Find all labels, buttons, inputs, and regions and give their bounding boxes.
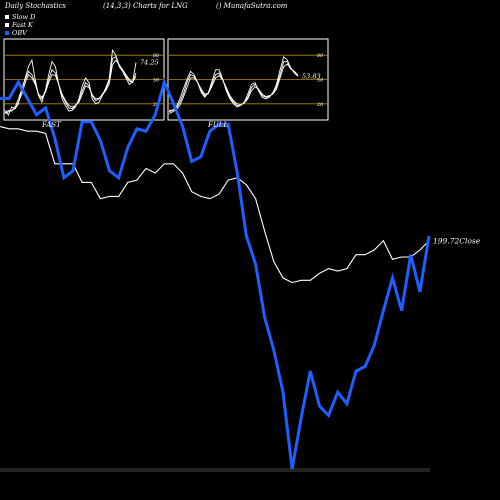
- fast-level-label-20: 20: [152, 102, 160, 108]
- full-level-label-50: 50: [317, 78, 324, 84]
- legend-item-slow-d: Slow D: [5, 13, 35, 21]
- fast-last-value-label: 74.25: [140, 58, 159, 66]
- legend-label-obv: OBV: [12, 29, 27, 37]
- full-stoch-line-2: [168, 63, 299, 114]
- legend-item-obv: OBV: [5, 29, 35, 37]
- chart-source: () MunafaSutra.com: [216, 2, 288, 10]
- close-price-line: [0, 125, 430, 284]
- legend-swatch-slow-d: [5, 15, 9, 19]
- obv-line: [0, 77, 431, 470]
- fast-stoch-line-1: [4, 56, 137, 114]
- fast-level-label-50: 50: [153, 78, 160, 84]
- legend-swatch-fast-k: [5, 23, 9, 27]
- chart-params: (14,3,3) Charts for LNG: [103, 2, 188, 10]
- full-stoch-line-1: [168, 61, 299, 113]
- full-last-value-label: 53.83: [302, 72, 321, 80]
- legend: Slow D Fast K OBV: [5, 13, 35, 37]
- legend-label-fast-k: Fast K: [12, 21, 33, 29]
- fast-panel-title: FAST: [42, 121, 61, 129]
- full-level-label-80: 80: [317, 53, 324, 59]
- full-panel-title: FULL: [208, 121, 229, 129]
- fast-stoch-line-0: [4, 49, 137, 117]
- legend-swatch-obv: [5, 31, 9, 35]
- fast-stoch-line-2: [4, 59, 137, 114]
- legend-label-slow-d: Slow D: [12, 13, 36, 21]
- close-last-value-label: 199.72Close: [433, 237, 481, 246]
- full-level-label-20: 20: [316, 102, 324, 108]
- legend-item-fast-k: Fast K: [5, 21, 35, 29]
- full-stoch-line-0: [169, 55, 299, 111]
- fast-level-label-80: 80: [153, 53, 160, 59]
- chart-title: Daily Stochastics: [5, 2, 67, 10]
